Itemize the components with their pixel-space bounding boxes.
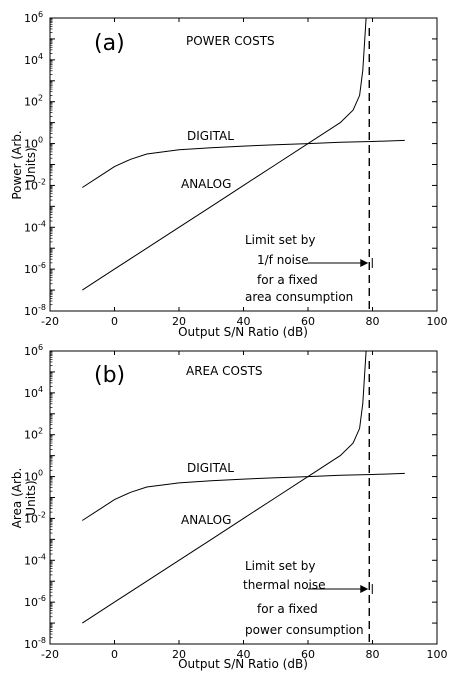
panel-a-y-axis-title-line-1: Power (Arb. (10, 130, 24, 199)
panel-a-y-tick-label: 10-8 (24, 303, 46, 318)
panel-a-y-tick-label: 10-4 (24, 219, 46, 234)
panel-a-x-tick-label: -20 (41, 315, 59, 328)
panel-a-arrow-head (360, 259, 369, 267)
panel-a-label: (a) (94, 31, 125, 56)
panel-b-x-tick-label: -20 (41, 648, 59, 661)
panel-b-series-digital-line (82, 472, 405, 521)
panel-a-annotation-line-2: 1/f noise (257, 253, 309, 267)
panel-b-y-tick-label: 10-2 (24, 510, 46, 525)
panel-b-annotation-line-1: Limit set by (245, 559, 315, 573)
panel-a-y-tick-label: 104 (24, 52, 43, 67)
panel-b-y-axis-title: Area (Arb. Units) (10, 468, 38, 529)
panel-b-x-tick-label: 40 (237, 648, 251, 661)
panel-b-lines (82, 350, 405, 644)
panel-b-title: AREA COSTS (186, 364, 263, 378)
panel-a-series-digital-line (82, 139, 405, 188)
panel-b-y-axis-title-line-2: Units) (24, 480, 38, 515)
panel-a: -20 0 20 40 60 80 100 10-810-610-410-210010210… (10, 10, 448, 339)
panel-a-y-tick-label: 100 (24, 136, 43, 151)
panel-b: -20 0 20 40 60 80 100 10-810-610-410-210010210… (10, 343, 448, 671)
panel-a-x-axis-title: Output S/N Ratio (dB) (178, 325, 308, 339)
panel-a-x-tick-label: 0 (111, 315, 118, 328)
panel-a-y-axis-title: Power (Arb. Units) (10, 130, 38, 199)
panel-a-x-tick-label: 100 (427, 315, 448, 328)
panel-a-x-tick-label: 20 (172, 315, 186, 328)
panel-a-series-analog-line (82, 17, 367, 291)
panel-a-x-tick-label: 80 (366, 315, 380, 328)
panel-b-y-ticks: 10-8 10-6 10-4 10-2 100 102 104 106 (24, 343, 437, 651)
panel-b-y-tick-label: 102 (24, 427, 43, 442)
panel-a-analog-label: ANALOG (181, 177, 231, 191)
panel-a-x-tick-label: 60 (301, 315, 315, 328)
panel-a-y-tick-label: 10-2 (24, 177, 46, 192)
panel-a-x-tick-label: 40 (237, 315, 251, 328)
panel-b-annotation-line-2: thermal noise (243, 578, 326, 592)
panel-b-frame (49, 350, 438, 645)
panel-b-label: (b) (94, 363, 125, 388)
panel-b-y-axis-title-line-1: Area (Arb. (10, 468, 24, 529)
panel-a-y-tick-label: 102 (24, 94, 43, 109)
panel-a-frame (49, 17, 438, 312)
panel-b-x-tick-label: 60 (301, 648, 315, 661)
panel-b-x-axis-title: Output S/N Ratio (dB) (178, 657, 308, 671)
panel-b-y-tick-label: 106 (24, 343, 43, 358)
panel-b-x-tick-label: 0 (111, 648, 118, 661)
panel-b-y-tick-label: 100 (24, 469, 43, 484)
panel-a-x-ticks: -20 0 20 40 60 80 100 (41, 18, 448, 328)
panel-a-y-tick-label: 106 (24, 10, 43, 25)
panel-a-annotation-line-4: area consumption (245, 290, 353, 304)
panel-a-annotation-line-1: Limit set by (245, 233, 315, 247)
panel-b-arrow-head (360, 585, 369, 593)
panel-b-y-tick-label: 10-8 (24, 636, 46, 651)
panel-b-x-tick-label: 20 (172, 648, 186, 661)
panel-b-x-tick-label: 80 (366, 648, 380, 661)
panel-b-analog-label: ANALOG (181, 513, 231, 527)
panel-b-y-tick-label: 104 (24, 385, 43, 400)
panel-a-lines (82, 17, 405, 311)
panel-b-digital-label: DIGITAL (187, 461, 234, 475)
panel-a-y-ticks: 10-8 10-6 10-4 10-2 100 102 104 106 (24, 10, 437, 318)
panel-b-x-tick-label: 100 (427, 648, 448, 661)
panel-a-annotation-line-3: for a fixed (257, 273, 318, 287)
panel-b-annotation-line-4: power consumption (245, 623, 364, 637)
panel-b-y-tick-label: 10-4 (24, 552, 46, 567)
panel-b-y-tick-label: 10-6 (24, 594, 46, 609)
panel-b-annotation-line-3: for a fixed (257, 602, 318, 616)
panel-a-y-axis-title-line-2: Units) (24, 147, 38, 182)
panel-a-y-tick-label: 10-6 (24, 261, 46, 276)
panel-a-title: POWER COSTS (186, 34, 275, 48)
panel-a-digital-label: DIGITAL (187, 129, 234, 143)
panel-b-x-ticks: -20 0 20 40 60 80 100 (41, 351, 448, 661)
panel-b-series-analog-line (82, 350, 367, 624)
